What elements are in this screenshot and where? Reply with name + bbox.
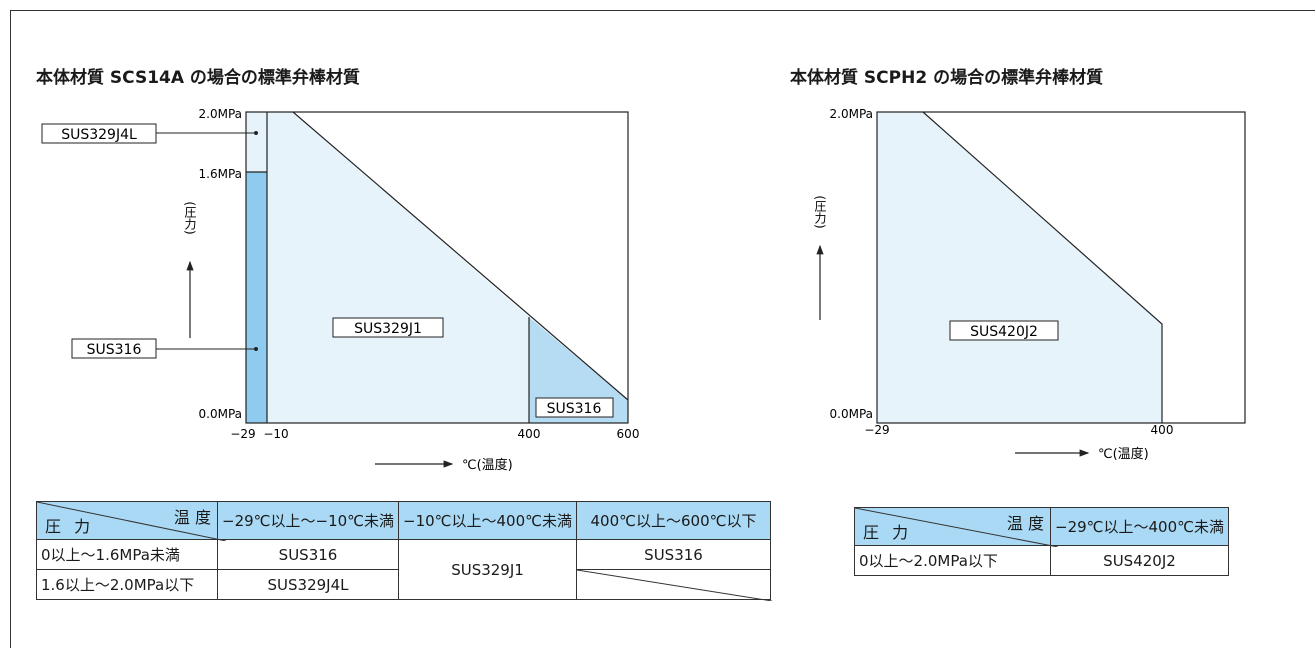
left-region-sus316-low xyxy=(246,172,267,423)
right-title: 本体材質 SCPH2 の場合の標準弁棒材質 xyxy=(790,68,1104,88)
left-ytick-1: 1.6MPa xyxy=(199,167,243,181)
left-region-sus329j4l xyxy=(246,112,267,172)
left-table-corner: 温 度 圧 力 xyxy=(36,501,226,541)
left-label-sus316-low: SUS316 xyxy=(87,342,142,358)
right-region-sus420j2 xyxy=(877,112,1162,423)
left-ytick-0: 0.0MPa xyxy=(199,407,243,421)
left-row2-label: 1.6以上〜2.0MPa以下 xyxy=(36,569,218,600)
left-row2-c3-blank xyxy=(576,569,772,601)
right-spec-table: 温 度 圧 力 −29℃以上〜400℃未満 0以上〜2.0MPa以下 SUS42… xyxy=(854,507,1229,576)
right-xtick-0: −29 xyxy=(864,423,889,437)
left-row1-c3: SUS316 xyxy=(576,539,771,570)
left-title: 本体材質 SCS14A の場合の標準弁棒材質 xyxy=(36,68,360,88)
right-corner-pressure: 圧 力 xyxy=(863,523,913,542)
left-spec-table: 温 度 圧 力 −29℃以上〜−10℃未満 −10℃以上〜400℃未満 400℃… xyxy=(36,501,772,601)
left-row2-c1: SUS329J4L xyxy=(216,569,400,600)
left-label-sus329j4l: SUS329J4L xyxy=(61,127,137,143)
left-header-3: 400℃以上〜600℃以下 xyxy=(576,501,771,540)
right-diagram: 2.0MPa 0.0MPa −29 400 (圧力) ℃(温度) SUS420J… xyxy=(813,107,1246,462)
left-corner-pressure: 圧 力 xyxy=(45,517,95,536)
left-xtick-3: 600 xyxy=(617,427,640,441)
right-corner-temp: 温 度 xyxy=(1006,514,1044,533)
right-row1-c1: SUS420J2 xyxy=(1050,545,1229,576)
right-ytick-2: 2.0MPa xyxy=(830,107,874,121)
left-xlabel: ℃(温度) xyxy=(462,457,513,473)
right-header-1: −29℃以上〜400℃未満 xyxy=(1050,507,1229,546)
left-row1-label: 0以上〜1.6MPa未満 xyxy=(36,539,218,570)
left-header-2: −10℃以上〜400℃未満 xyxy=(398,501,577,540)
right-xlabel: ℃(温度) xyxy=(1098,446,1149,462)
left-region-sus316-high xyxy=(529,317,628,423)
left-label-sus329j1: SUS329J1 xyxy=(354,321,422,337)
right-label-sus420j2: SUS420J2 xyxy=(970,324,1038,340)
right-ylabel: (圧力) xyxy=(813,195,827,228)
left-xtick-1: −10 xyxy=(263,427,288,441)
left-row1-c1: SUS316 xyxy=(216,539,400,570)
left-merged-c2: SUS329J1 xyxy=(398,539,577,600)
left-header-1: −29℃以上〜−10℃未満 xyxy=(216,501,400,540)
right-row1-label: 0以上〜2.0MPa以下 xyxy=(854,545,1051,576)
left-label-sus316-high: SUS316 xyxy=(547,401,602,417)
outer-frame xyxy=(10,10,1315,648)
left-xtick-2: 400 xyxy=(518,427,541,441)
left-ytick-2: 2.0MPa xyxy=(199,107,243,121)
left-corner-temp: 温 度 xyxy=(173,508,211,527)
left-region-sus329j1 xyxy=(267,112,529,423)
right-table-corner: 温 度 圧 力 xyxy=(854,507,1058,547)
left-diagram: 2.0MPa 1.6MPa 0.0MPa −29 −10 400 600 (圧力… xyxy=(41,107,640,473)
left-xtick-0: −29 xyxy=(230,427,255,441)
right-xtick-1: 400 xyxy=(1151,423,1174,437)
right-ytick-0: 0.0MPa xyxy=(830,407,874,421)
left-ylabel: (圧力) xyxy=(183,201,197,234)
